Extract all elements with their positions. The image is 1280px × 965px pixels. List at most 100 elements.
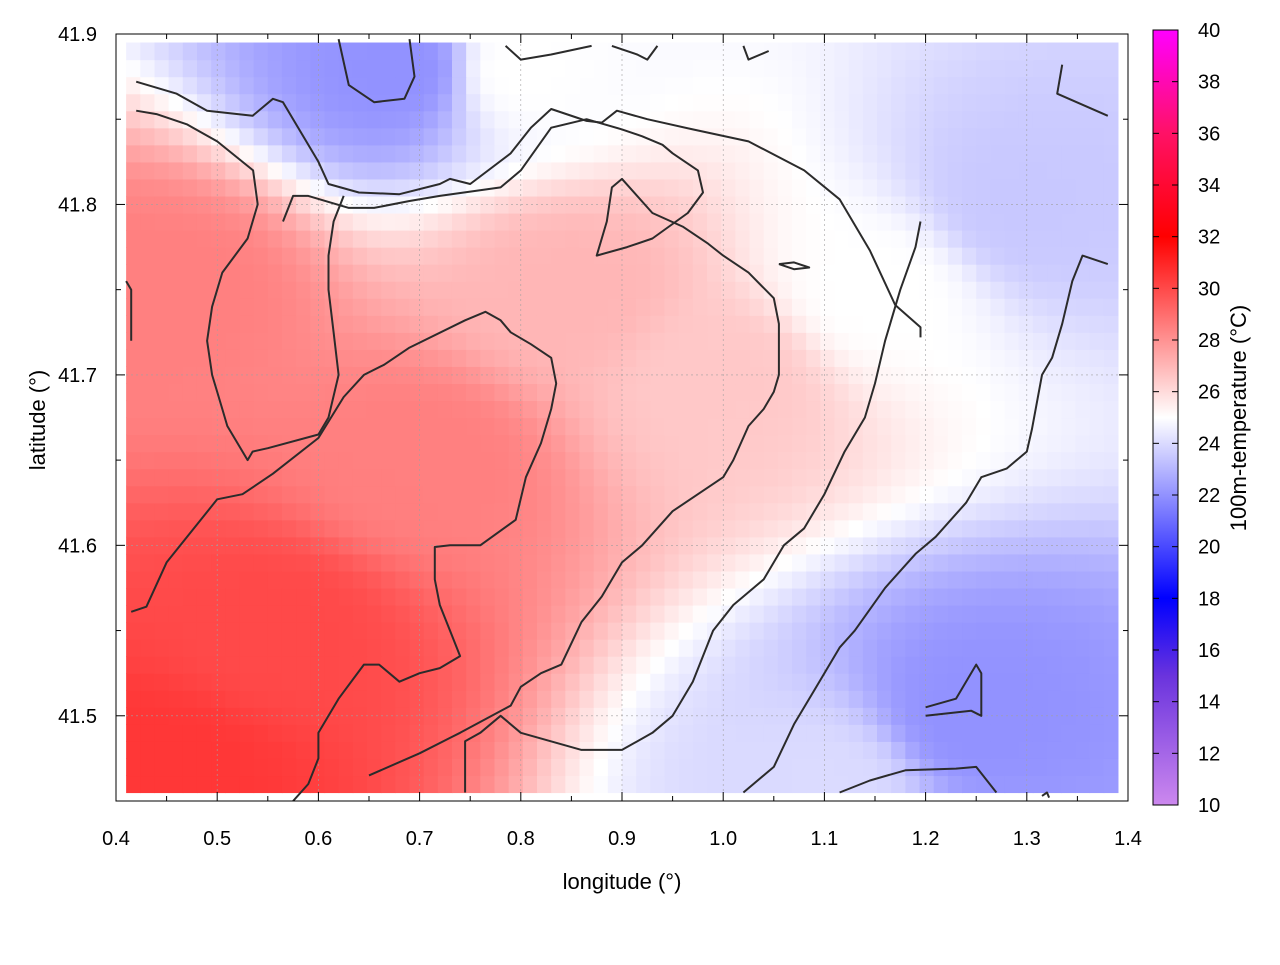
- heatmap-cell: [919, 400, 935, 419]
- heatmap-cell: [466, 264, 481, 282]
- heatmap-cell: [281, 502, 297, 521]
- heatmap-cell: [536, 76, 552, 95]
- heatmap-cell: [579, 690, 595, 708]
- heatmap-cell: [211, 383, 226, 402]
- heatmap-cell: [1089, 502, 1105, 521]
- heatmap-cell: [239, 485, 255, 504]
- heatmap-cell: [678, 110, 694, 129]
- heatmap-cell: [976, 639, 991, 657]
- heatmap-cell: [1032, 656, 1048, 674]
- heatmap-cell: [126, 332, 141, 350]
- heatmap-cell: [225, 110, 241, 129]
- heatmap-cell: [636, 434, 651, 453]
- heatmap-cell: [522, 349, 538, 367]
- heatmap-cell: [281, 144, 297, 163]
- heatmap-cell: [933, 758, 949, 777]
- heatmap-cell: [253, 570, 269, 589]
- heatmap-cell: [976, 212, 991, 231]
- heatmap-cell: [877, 383, 892, 402]
- heatmap-cell: [126, 485, 141, 504]
- heatmap-cell: [947, 76, 963, 95]
- heatmap-cell: [508, 775, 524, 794]
- heatmap-cell: [806, 519, 821, 538]
- heatmap-cell: [735, 707, 751, 725]
- heatmap-cell: [1075, 332, 1091, 350]
- heatmap-cell: [296, 536, 311, 555]
- heatmap-cell: [1032, 622, 1048, 640]
- heatmap-cell: [366, 604, 382, 623]
- heatmap-cell: [692, 434, 708, 453]
- heatmap-cell: [1061, 264, 1076, 282]
- heatmap-cell: [919, 281, 935, 299]
- heatmap-cell: [140, 622, 156, 640]
- heatmap-cell: [296, 604, 311, 623]
- heatmap-cell: [806, 587, 821, 606]
- heatmap-cell: [820, 519, 836, 538]
- heatmap-cell: [381, 724, 396, 742]
- heatmap-cell: [962, 230, 977, 248]
- heatmap-cell: [211, 315, 226, 333]
- heatmap-cell: [650, 110, 666, 129]
- heatmap-cell: [551, 76, 566, 95]
- heatmap-cell: [947, 383, 963, 402]
- heatmap-cell: [579, 673, 595, 691]
- heatmap-cell: [905, 76, 921, 95]
- heatmap-cell: [848, 451, 864, 470]
- heatmap-cell: [140, 400, 156, 419]
- heatmap-cell: [494, 212, 510, 231]
- heatmap-cell: [140, 587, 156, 606]
- heatmap-cell: [551, 349, 566, 367]
- heatmap-cell: [947, 281, 963, 299]
- heatmap-cell: [976, 434, 991, 453]
- heatmap-cell: [522, 536, 538, 555]
- heatmap-cell: [338, 758, 354, 777]
- heatmap-cell: [749, 93, 765, 112]
- heatmap-cell: [806, 298, 821, 316]
- heatmap-cell: [352, 468, 368, 487]
- heatmap-cell: [947, 161, 963, 180]
- heatmap-cell: [296, 690, 311, 708]
- heatmap-cell: [650, 93, 666, 112]
- heatmap-cell: [310, 622, 326, 640]
- heatmap-cell: [678, 42, 694, 61]
- heatmap-cell: [1061, 553, 1076, 572]
- heatmap-cell: [565, 468, 581, 487]
- heatmap-cell: [1047, 281, 1062, 299]
- heatmap-cell: [324, 468, 340, 487]
- heatmap-cell: [381, 707, 396, 725]
- heatmap-cell: [409, 468, 425, 487]
- heatmap-cell: [763, 417, 779, 436]
- heatmap-cell: [891, 536, 906, 555]
- heatmap-cell: [862, 639, 878, 657]
- heatmap-cell: [551, 451, 566, 470]
- heatmap-cell: [522, 383, 538, 402]
- heatmap-cell: [1032, 707, 1048, 725]
- heatmap-cell: [253, 741, 269, 759]
- heatmap-cell: [593, 673, 609, 691]
- heatmap-cell: [962, 724, 977, 742]
- heatmap-cell: [721, 741, 736, 759]
- heatmap-cell: [154, 690, 170, 708]
- heatmap-cell: [451, 587, 467, 606]
- heatmap-cell: [806, 604, 821, 623]
- heatmap-cell: [848, 383, 864, 402]
- heatmap-cell: [480, 673, 496, 691]
- heatmap-cell: [834, 247, 850, 265]
- heatmap-cell: [933, 298, 949, 316]
- heatmap-cell: [947, 144, 963, 163]
- heatmap-cell: [707, 76, 722, 95]
- heatmap-cell: [990, 144, 1006, 163]
- heatmap-cell: [1089, 110, 1105, 129]
- heatmap-cell: [947, 724, 963, 742]
- heatmap-cell: [636, 604, 651, 623]
- heatmap-cell: [593, 298, 609, 316]
- heatmap-cell: [664, 451, 680, 470]
- heatmap-cell: [834, 570, 850, 589]
- heatmap-cell: [593, 775, 609, 794]
- heatmap-cell: [1047, 604, 1062, 623]
- heatmap-cell: [593, 315, 609, 333]
- heatmap-cell: [933, 332, 949, 350]
- heatmap-cell: [1103, 230, 1119, 248]
- heatmap-cell: [451, 383, 467, 402]
- heatmap-cell: [1089, 570, 1105, 589]
